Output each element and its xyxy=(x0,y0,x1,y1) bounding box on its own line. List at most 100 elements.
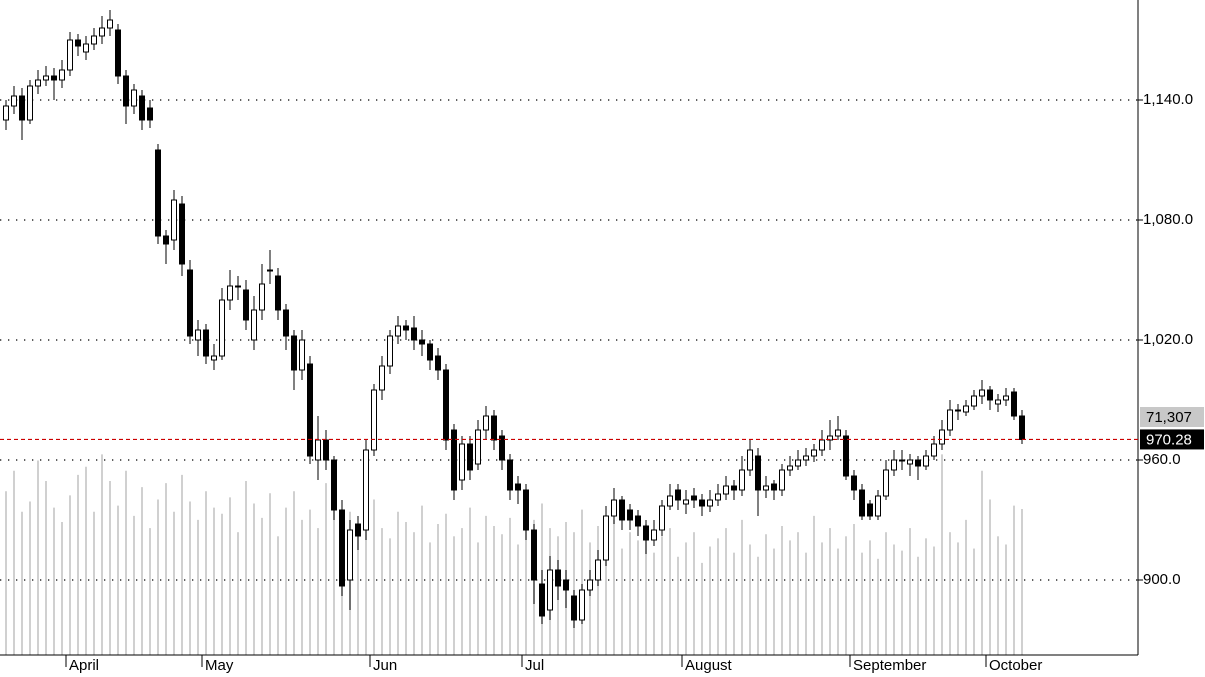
candle-body xyxy=(155,149,161,237)
y-tick-label: 900.0 xyxy=(1143,571,1181,588)
candle-body xyxy=(715,493,721,501)
candle-body xyxy=(947,409,953,431)
candle-body xyxy=(859,489,865,517)
candle-body xyxy=(883,469,889,497)
candle-body xyxy=(627,509,633,521)
candle-body xyxy=(939,429,945,445)
candle-body xyxy=(971,395,977,407)
candle-body xyxy=(459,443,465,481)
candle-body xyxy=(339,509,345,587)
candle-body xyxy=(315,439,321,461)
candle-body xyxy=(603,515,609,561)
candle-body xyxy=(499,435,505,461)
candle-body xyxy=(507,459,513,491)
candle-body xyxy=(3,105,9,121)
candle-body xyxy=(91,35,97,45)
candle-body xyxy=(27,85,33,121)
candle-body xyxy=(1019,415,1025,440)
candle-body xyxy=(35,79,41,87)
candle-body xyxy=(355,523,361,537)
candle-body xyxy=(763,485,769,491)
candle-body xyxy=(547,569,553,611)
candle-body xyxy=(795,459,801,467)
candle-body xyxy=(755,455,761,491)
candle-body xyxy=(683,499,689,505)
candle-body xyxy=(675,489,681,501)
candle-body xyxy=(187,269,193,337)
candle-body xyxy=(243,289,249,321)
candle-body xyxy=(979,389,985,397)
candle-body xyxy=(739,469,745,491)
candle-body xyxy=(651,529,657,541)
x-tick-label: September xyxy=(853,657,926,674)
candle-body xyxy=(491,415,497,441)
candle-body xyxy=(411,327,417,341)
candle-body xyxy=(851,475,857,491)
candle-body xyxy=(99,27,105,37)
candle-body xyxy=(467,443,473,471)
candle-body xyxy=(963,405,969,413)
candle-body xyxy=(843,435,849,477)
candle-body xyxy=(555,569,561,587)
candle-body xyxy=(451,429,457,491)
candle-body xyxy=(11,95,17,107)
candle-body xyxy=(427,343,433,361)
candle-body xyxy=(707,499,713,507)
candle-body xyxy=(539,583,545,617)
candle-body xyxy=(211,355,217,361)
candle-body xyxy=(219,299,225,357)
candle-body xyxy=(923,455,929,467)
candle-body xyxy=(699,499,705,507)
candle-body xyxy=(867,503,873,517)
candle-body xyxy=(611,499,617,517)
candle-body xyxy=(387,335,393,367)
candle-body xyxy=(19,95,25,121)
x-tick-label: August xyxy=(685,657,733,674)
candle-body xyxy=(235,285,241,288)
candle-body xyxy=(259,283,265,311)
candle-body xyxy=(107,19,113,29)
candle-body xyxy=(523,489,529,531)
candle-body xyxy=(659,505,665,531)
candle-body xyxy=(835,429,841,437)
candle-body xyxy=(43,75,49,81)
candle-body xyxy=(51,75,57,81)
candle-body xyxy=(403,325,409,331)
candle-body xyxy=(227,285,233,301)
candle-body xyxy=(579,589,585,621)
candle-body xyxy=(779,469,785,491)
x-tick-label: April xyxy=(69,657,99,674)
candle-body xyxy=(987,389,993,401)
candle-body xyxy=(75,39,81,47)
candle-body xyxy=(907,459,913,465)
candle-body xyxy=(195,329,201,341)
candle-body xyxy=(619,499,625,521)
candle-body xyxy=(587,579,593,591)
candle-body xyxy=(995,399,1001,405)
candle-body xyxy=(595,559,601,581)
candle-body xyxy=(123,75,129,107)
candle-body xyxy=(171,199,177,241)
candle-body xyxy=(59,69,65,81)
y-tick-label: 1,140.0 xyxy=(1143,91,1193,108)
candle-body xyxy=(635,515,641,527)
candle-body xyxy=(67,39,73,71)
candle-body xyxy=(307,363,313,457)
candle-body xyxy=(747,449,753,471)
candle-body xyxy=(363,449,369,531)
candle-body xyxy=(379,365,385,391)
last-price-box xyxy=(1140,429,1204,450)
volume-label: 71,307 xyxy=(1146,409,1192,426)
candle-body xyxy=(667,495,673,507)
candle-body xyxy=(723,485,729,495)
y-tick-label: 1,020.0 xyxy=(1143,331,1193,348)
candle-body xyxy=(435,355,441,371)
candle-body xyxy=(1003,395,1009,401)
y-tick-label: 960.0 xyxy=(1143,451,1181,468)
x-tick-label: May xyxy=(205,657,234,674)
candle-body xyxy=(323,439,329,461)
candle-body xyxy=(291,335,297,371)
candle-body xyxy=(515,483,521,491)
candle-body xyxy=(643,525,649,541)
